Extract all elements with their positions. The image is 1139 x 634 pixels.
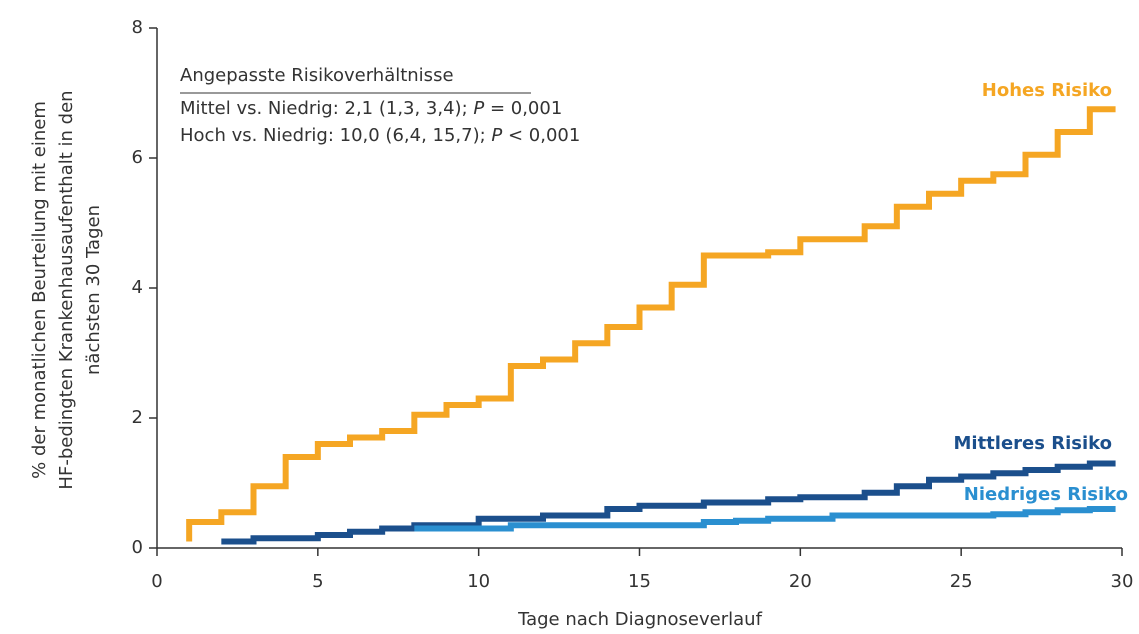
y-tick-label: 6: [132, 147, 143, 168]
series-label: Mittleres Risiko: [953, 433, 1112, 454]
x-tick-label: 15: [628, 571, 651, 592]
annotation-line: Hoch vs. Niedrig: 10,0 (6,4, 15,7); P < …: [180, 125, 580, 146]
annotation-part: P: [491, 125, 502, 146]
y-tick-label: 8: [132, 17, 143, 38]
annotation-part: = 0,001: [484, 98, 562, 119]
annotation-line: Mittel vs. Niedrig: 2,1 (1,3, 3,4); P = …: [180, 98, 562, 119]
step-line: [221, 460, 1116, 545]
x-tick-label: 10: [467, 571, 490, 592]
step-line: [186, 106, 1116, 542]
annotation-part: < 0,001: [502, 125, 580, 146]
step-line: [414, 506, 1116, 532]
series-label: Niedriges Risiko: [964, 484, 1128, 505]
x-axis-label: Tage nach Diagnoseverlauf: [517, 609, 762, 630]
y-tick-label: 4: [132, 277, 143, 298]
x-tick-label: 0: [151, 571, 162, 592]
annotation-part: Mittel vs. Niedrig: 2,1 (1,3, 3,4);: [180, 98, 473, 119]
series-label: Hohes Risiko: [982, 80, 1112, 101]
x-tick-label: 25: [950, 571, 973, 592]
x-tick-label: 30: [1111, 571, 1134, 592]
y-label-line: % der monatlichen Beurteilung mit einem: [29, 101, 50, 479]
y-label-line: nächsten 30 Tagen: [83, 205, 104, 375]
annotation-title: Angepasste Risikoverhältnisse: [180, 65, 454, 86]
y-label-line: HF-bedingten Krankenhausaufenthalt in de…: [56, 90, 77, 489]
annotation-part: Hoch vs. Niedrig: 10,0 (6,4, 15,7);: [180, 125, 491, 146]
y-tick-label: 0: [132, 537, 143, 558]
x-tick-label: 20: [789, 571, 812, 592]
annotation-part: P: [473, 98, 484, 119]
y-tick-label: 2: [132, 407, 143, 428]
x-tick-label: 5: [312, 571, 323, 592]
y-axis-label: % der monatlichen Beurteilung mit einem H…: [29, 90, 104, 489]
